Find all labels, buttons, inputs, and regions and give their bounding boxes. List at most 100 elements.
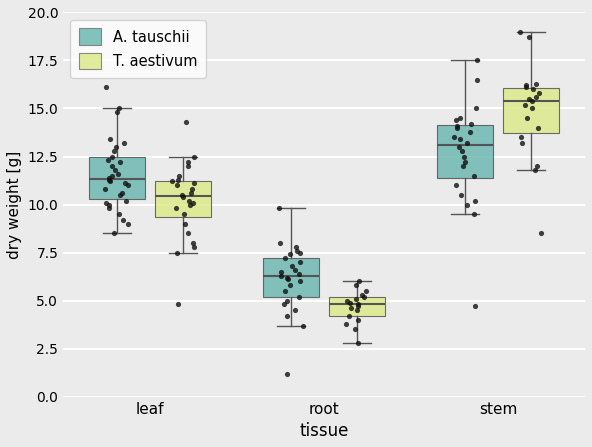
Point	[295, 278, 305, 285]
Point	[180, 220, 189, 228]
Point	[184, 197, 194, 204]
Point	[188, 199, 198, 206]
Point	[109, 147, 118, 154]
Point	[350, 326, 359, 333]
Point	[117, 190, 127, 197]
Point	[291, 243, 301, 250]
Point	[115, 105, 124, 112]
X-axis label: tissue: tissue	[300, 422, 349, 440]
Point	[351, 282, 361, 289]
Legend: A. tauschii, T. aestivum: A. tauschii, T. aestivum	[70, 20, 206, 78]
Point	[105, 174, 114, 181]
Point	[179, 211, 189, 218]
Point	[124, 182, 133, 189]
Point	[527, 105, 537, 112]
Point	[346, 305, 356, 312]
Point	[119, 139, 128, 147]
Point	[174, 172, 184, 179]
Point	[172, 182, 181, 189]
Point	[107, 153, 117, 160]
Point	[536, 230, 546, 237]
Point	[462, 201, 472, 208]
Point	[281, 255, 290, 262]
Point	[460, 159, 469, 166]
Point	[522, 114, 532, 122]
Point	[456, 114, 465, 122]
Point	[522, 84, 531, 91]
Point	[115, 211, 124, 218]
PathPatch shape	[89, 157, 145, 199]
Point	[294, 293, 303, 300]
Point	[105, 135, 114, 143]
Point	[187, 186, 197, 193]
Point	[177, 191, 186, 198]
Point	[471, 303, 480, 310]
Point	[282, 370, 292, 377]
Point	[471, 105, 480, 112]
Point	[466, 120, 475, 127]
PathPatch shape	[437, 125, 493, 178]
PathPatch shape	[263, 258, 319, 297]
Point	[173, 176, 183, 183]
Point	[104, 205, 114, 212]
Point	[275, 205, 284, 212]
Point	[451, 116, 461, 123]
Point	[171, 205, 181, 212]
Point	[283, 297, 292, 304]
Point	[285, 251, 294, 258]
Point	[105, 178, 115, 185]
PathPatch shape	[155, 181, 211, 216]
Point	[294, 270, 304, 277]
Point	[112, 109, 122, 116]
Point	[353, 339, 363, 346]
Point	[123, 220, 133, 228]
Point	[189, 243, 198, 250]
Point	[352, 307, 362, 314]
Point	[357, 291, 366, 299]
Point	[456, 135, 465, 143]
Point	[101, 84, 111, 91]
Point	[516, 28, 525, 35]
Point	[111, 143, 121, 151]
Point	[462, 139, 472, 147]
Point	[524, 95, 533, 102]
Point	[108, 172, 117, 179]
Point	[290, 266, 300, 274]
Point	[456, 191, 465, 198]
Point	[449, 134, 459, 141]
Point	[172, 249, 182, 256]
Point	[354, 278, 363, 285]
Point	[453, 122, 462, 129]
Point	[181, 118, 191, 126]
Point	[516, 134, 526, 141]
Point	[533, 124, 543, 131]
Point	[282, 274, 291, 281]
Point	[359, 293, 369, 300]
Point	[102, 199, 111, 206]
Point	[532, 93, 541, 101]
Point	[107, 163, 117, 170]
Point	[183, 230, 192, 237]
Point	[529, 86, 538, 93]
Point	[533, 163, 542, 170]
Point	[295, 259, 304, 266]
Point	[186, 190, 195, 197]
Point	[291, 307, 300, 314]
Point	[276, 268, 286, 275]
Point	[346, 299, 355, 306]
Point	[288, 262, 297, 270]
Point	[469, 172, 478, 179]
Point	[120, 180, 130, 187]
Point	[111, 166, 120, 173]
Point	[118, 216, 127, 224]
Point	[470, 197, 480, 204]
Point	[532, 80, 541, 87]
Point	[472, 76, 481, 83]
Point	[472, 57, 481, 64]
Point	[188, 240, 198, 247]
Point	[276, 272, 286, 279]
Point	[453, 124, 462, 131]
Point	[189, 153, 199, 160]
PathPatch shape	[503, 89, 559, 132]
Point	[344, 312, 353, 320]
